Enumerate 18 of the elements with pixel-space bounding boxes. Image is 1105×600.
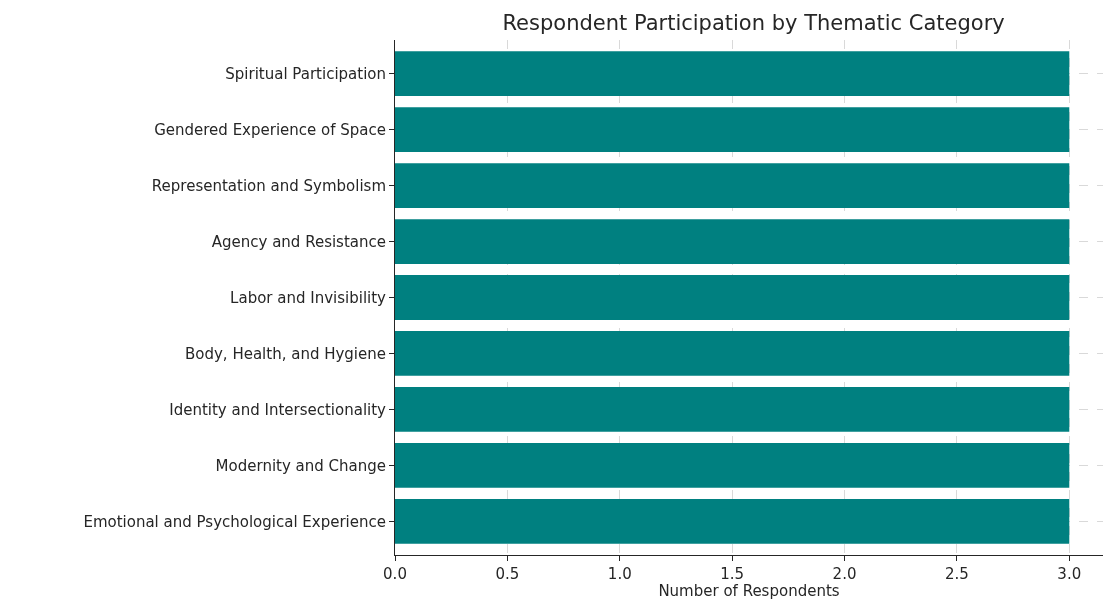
x-tick-label: 1.0: [607, 565, 632, 583]
y-tick-label: Agency and Resistance: [211, 232, 386, 251]
x-tick-label: 3.0: [1057, 565, 1082, 583]
x-tick-label: 2.0: [832, 565, 857, 583]
y-tick-label: Body, Health, and Hygiene: [185, 344, 386, 363]
x-tick-label: 0.5: [495, 565, 520, 583]
y-tick-label: Emotional and Psychological Experience: [83, 512, 386, 531]
chart-title: Respondent Participation by Thematic Category: [502, 10, 1005, 35]
y-tick-label: Labor and Invisibility: [230, 288, 387, 307]
x-axis-title: Number of Respondents: [658, 582, 840, 600]
y-tick-label: Representation and Symbolism: [151, 176, 386, 195]
y-tick-label: Gendered Experience of Space: [154, 120, 386, 139]
x-tick-label: 1.5: [720, 565, 745, 583]
x-tick-label: 0.0: [383, 565, 407, 583]
x-tick-label: 2.5: [944, 565, 969, 583]
y-tick-label: Modernity and Change: [215, 456, 386, 475]
y-tick-label: Identity and Intersectionality: [169, 400, 387, 419]
y-tick-label: Spiritual Participation: [225, 64, 386, 83]
